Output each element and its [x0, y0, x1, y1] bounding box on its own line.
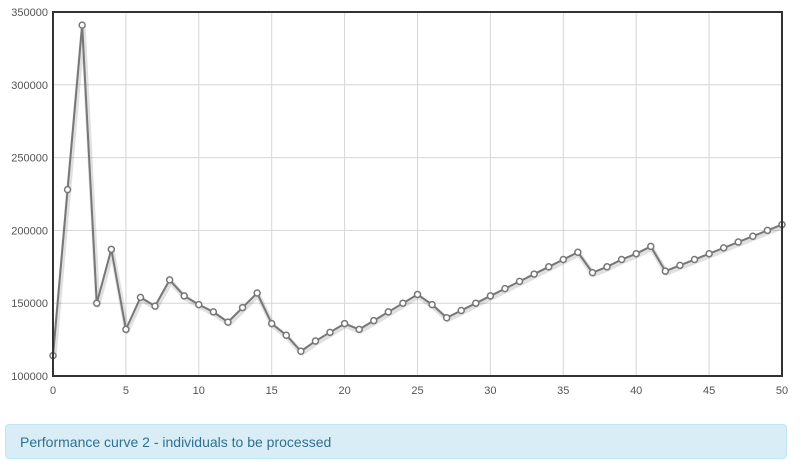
- data-point[interactable]: [282, 331, 291, 339]
- x-tick-label: 15: [266, 385, 278, 397]
- data-point[interactable]: [588, 268, 597, 277]
- data-point[interactable]: [734, 238, 743, 246]
- data-point[interactable]: [151, 302, 159, 310]
- y-tick-label: 150000: [11, 298, 48, 310]
- data-point[interactable]: [617, 255, 626, 264]
- x-tick-label: 20: [338, 385, 350, 397]
- data-point[interactable]: [442, 314, 451, 322]
- plot-border: [52, 11, 783, 377]
- x-tick-label: 5: [123, 385, 129, 397]
- y-tick-label: 100000: [11, 371, 48, 383]
- data-point[interactable]: [355, 325, 363, 334]
- y-tick-label: 350000: [11, 7, 48, 19]
- chart-svg: 100000 150000 200000 250000 300000 350000 0 5 1…: [11, 7, 788, 397]
- data-point[interactable]: [428, 300, 436, 309]
- x-tick-label: 45: [703, 385, 715, 397]
- data-point[interactable]: [676, 261, 684, 270]
- data-point[interactable]: [719, 244, 728, 252]
- data-point[interactable]: [267, 319, 276, 328]
- series-line-shadow: [51, 24, 784, 358]
- data-point[interactable]: [690, 255, 699, 264]
- data-point[interactable]: [544, 263, 553, 271]
- x-tick-label: 0: [50, 385, 56, 397]
- data-point[interactable]: [253, 289, 261, 297]
- data-point[interactable]: [297, 347, 305, 355]
- data-point[interactable]: [238, 303, 247, 312]
- data-point[interactable]: [486, 292, 495, 300]
- data-point[interactable]: [63, 185, 72, 194]
- data-point[interactable]: [515, 277, 524, 286]
- data-point[interactable]: [311, 337, 320, 345]
- x-tick-label: 10: [193, 385, 205, 397]
- data-point[interactable]: [763, 226, 772, 235]
- data-point[interactable]: [326, 328, 334, 337]
- data-point[interactable]: [136, 293, 145, 302]
- x-tick-label: 40: [630, 385, 642, 397]
- data-point[interactable]: [165, 276, 174, 284]
- data-point[interactable]: [530, 270, 538, 278]
- data-points-layer: [49, 21, 786, 360]
- data-point[interactable]: [603, 263, 611, 271]
- chart-caption-text: Performance curve 2 - individuals to be …: [20, 434, 332, 450]
- y-tick-label: 250000: [11, 153, 48, 165]
- data-point[interactable]: [107, 245, 116, 254]
- data-point[interactable]: [399, 299, 407, 307]
- chart-caption-alert: Performance curve 2 - individuals to be …: [5, 424, 787, 459]
- x-tick-label: 25: [411, 385, 423, 397]
- performance-chart: 100000 150000 200000 250000 300000 350000 0 5 1…: [11, 7, 788, 397]
- plot-frame: [52, 11, 783, 377]
- data-point[interactable]: [340, 319, 349, 328]
- data-point[interactable]: [413, 290, 422, 299]
- data-point[interactable]: [749, 232, 757, 240]
- data-point[interactable]: [195, 300, 203, 309]
- x-axis-tick-labels: 0 5 10 15 20 25 30 35 40 45 50: [50, 385, 788, 397]
- data-point[interactable]: [501, 284, 509, 293]
- x-tick-label: 50: [776, 385, 788, 397]
- data-point[interactable]: [559, 255, 568, 264]
- data-point[interactable]: [457, 306, 465, 315]
- y-tick-label: 300000: [11, 80, 48, 92]
- data-point[interactable]: [574, 248, 582, 256]
- data-point[interactable]: [472, 299, 480, 307]
- data-point[interactable]: [122, 325, 130, 334]
- data-point[interactable]: [661, 267, 670, 275]
- data-point[interactable]: [209, 308, 218, 316]
- line-shadow-layer: [51, 24, 784, 358]
- x-tick-label: 30: [484, 385, 496, 397]
- data-point[interactable]: [370, 316, 378, 325]
- x-tick-label: 35: [557, 385, 569, 397]
- data-point[interactable]: [647, 242, 655, 251]
- y-axis-tick-labels: 100000 150000 200000 250000 300000 350000: [11, 7, 48, 383]
- data-point[interactable]: [705, 249, 713, 258]
- data-point[interactable]: [632, 249, 640, 258]
- data-point[interactable]: [92, 299, 101, 307]
- y-tick-label: 200000: [11, 225, 48, 237]
- data-point[interactable]: [78, 21, 86, 29]
- data-point[interactable]: [180, 292, 188, 300]
- grid-layer: [53, 12, 782, 376]
- data-point[interactable]: [224, 318, 232, 326]
- data-point[interactable]: [384, 308, 393, 316]
